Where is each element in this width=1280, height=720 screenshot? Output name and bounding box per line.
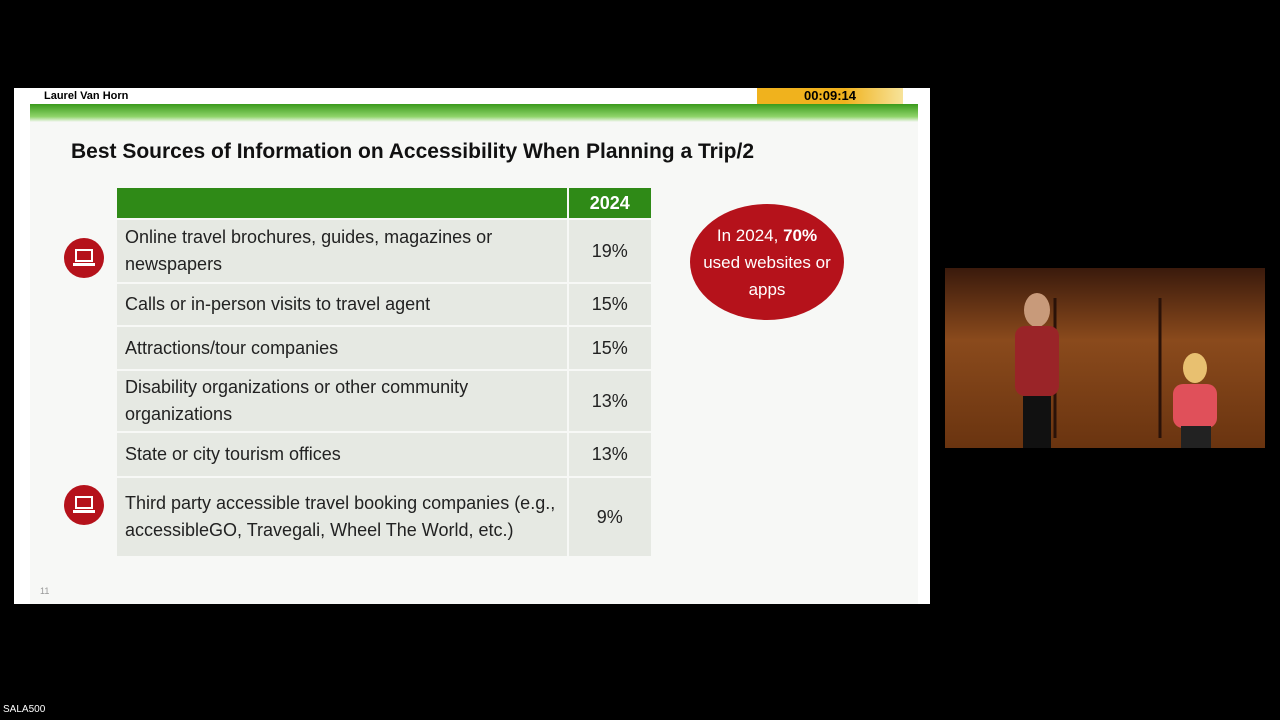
label-cell: Attractions/tour companies xyxy=(125,337,339,358)
header-cell xyxy=(117,188,567,218)
table-row: Disability organizations or other commun… xyxy=(117,371,651,431)
header-cell: 2024 xyxy=(566,188,651,218)
value-cell: 15% xyxy=(566,327,651,369)
room-label: SALA500 xyxy=(3,704,46,715)
laptop-glyph xyxy=(73,496,95,513)
slide-band xyxy=(30,104,918,122)
laptop-icon xyxy=(64,238,104,278)
value-cell: 15% xyxy=(566,284,651,325)
table-row: Calls or in-person visits to travel agen… xyxy=(117,284,651,325)
table-row: Third party accessible travel booking co… xyxy=(117,478,651,556)
table-row: State or city tourism offices 13% xyxy=(117,433,651,476)
callout-prefix: In 2024, xyxy=(716,225,779,245)
callout-highlight: 70% xyxy=(783,225,818,245)
value-cell: 13% xyxy=(566,433,651,476)
table-row: Online travel brochures, guides, magazin… xyxy=(117,220,651,282)
presenter-name: Laurel Van Horn xyxy=(44,90,129,102)
label-cell: Online travel brochures, guides, magazin… xyxy=(125,227,493,274)
value-cell: 13% xyxy=(566,371,651,431)
value-cell: 19% xyxy=(566,220,651,282)
label-cell: Third party accessible travel booking co… xyxy=(125,493,556,540)
slide-body: Best Sources of Information on Accessibi… xyxy=(30,104,918,604)
timer: 00:09:14 xyxy=(757,88,903,104)
value-cell: 9% xyxy=(566,478,651,556)
slide: Best Sources of Information on Accessibi… xyxy=(14,104,930,604)
callout: In 2024, 70% used websites or apps xyxy=(690,204,844,320)
laptop-glyph xyxy=(73,249,95,266)
label-cell: State or city tourism offices xyxy=(125,444,341,464)
top-bar: Laurel Van Horn 00:09:14 xyxy=(14,88,930,104)
label-cell: Disability organizations or other commun… xyxy=(125,377,469,424)
laptop-icon xyxy=(64,485,104,525)
callout-text: In 2024, 70% used websites or apps xyxy=(690,222,844,303)
table-header: 2024 xyxy=(117,188,651,218)
camera-scene xyxy=(1015,293,1217,448)
camera-feed xyxy=(945,268,1265,448)
callout-suffix: used websites or apps xyxy=(703,252,831,299)
slide-title: Best Sources of Information on Accessibi… xyxy=(71,140,755,163)
page-number: 11 xyxy=(40,586,50,596)
label-cell: Calls or in-person visits to travel agen… xyxy=(125,294,431,314)
table-row: Attractions/tour companies 15% xyxy=(117,327,651,369)
